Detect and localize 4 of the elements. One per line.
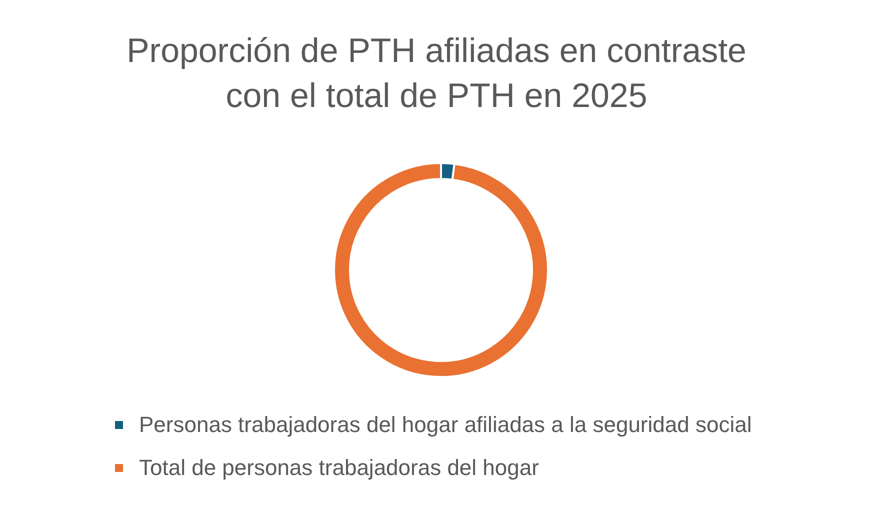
chart-title: Proporción de PTH afiliadas en contraste con el total de PTH en 2025 bbox=[126, 32, 746, 115]
legend-label: Total de personas trabajadoras del hogar bbox=[139, 455, 539, 480]
donut-slice bbox=[333, 162, 549, 378]
legend-label: Personas trabajadoras del hogar afiliadas a la seguridad social bbox=[139, 412, 752, 437]
